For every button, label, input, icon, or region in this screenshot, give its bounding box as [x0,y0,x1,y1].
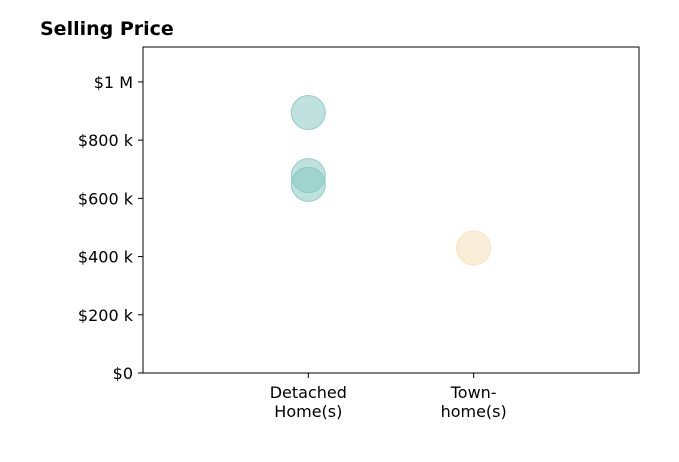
y-tick-label: $200 k [78,306,134,325]
y-axis: $0 $200 k $400 k $600 k $800 k $1 M [78,73,143,383]
y-tick-label: $1 M [94,73,133,92]
x-tick-label-line: Home(s) [274,402,342,421]
y-tick-label: $400 k [78,248,134,267]
x-axis: Detached Home(s) Town-home(s) [270,373,507,421]
x-tick-label-line: Town- [450,383,497,402]
chart-title: Selling Price [40,18,174,40]
x-tick-label: Detached Home(s) [270,383,347,421]
x-tick-label-line: home(s) [441,402,507,421]
y-tick-label: $600 k [78,189,134,208]
y-tick-label: $0 [113,364,133,383]
data-points [290,94,492,266]
x-tick-label-line: Detached [270,383,347,402]
data-point [456,230,492,266]
plot-area-frame [142,46,640,374]
data-point [290,166,326,202]
x-tick-label: Town-home(s) [441,383,507,421]
data-point [290,94,326,130]
y-tick-label: $800 k [78,131,134,150]
